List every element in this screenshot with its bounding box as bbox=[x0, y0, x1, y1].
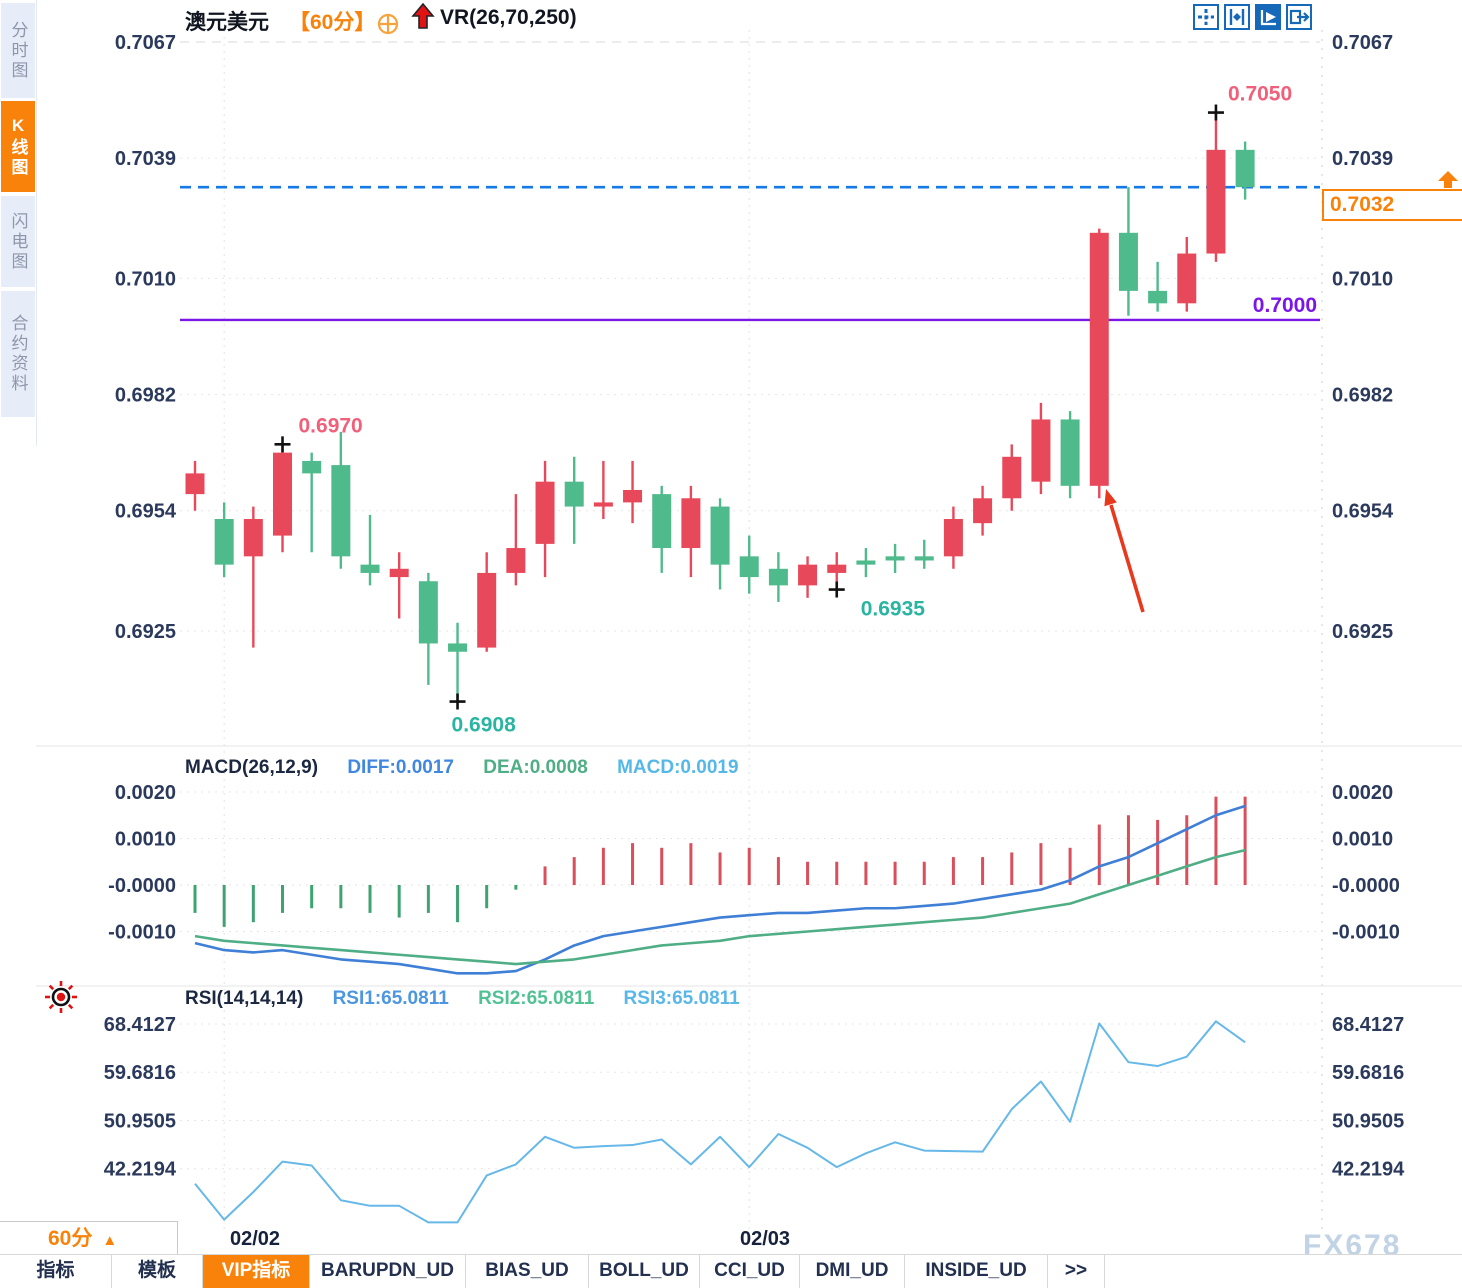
svg-text:0.6935: 0.6935 bbox=[861, 598, 926, 621]
svg-text:42.2194: 42.2194 bbox=[104, 1159, 177, 1181]
svg-text:0.0020: 0.0020 bbox=[1332, 782, 1393, 804]
axis-scale-icon[interactable] bbox=[1224, 4, 1250, 30]
price-up-marker-icon bbox=[1438, 171, 1458, 181]
svg-text:0.6925: 0.6925 bbox=[1332, 621, 1393, 643]
tab-dmi-ud[interactable]: DMI_UD bbox=[800, 1255, 905, 1288]
macd-diff-value: DIFF:0.0017 bbox=[347, 757, 454, 778]
macd-macd-value: MACD:0.0019 bbox=[617, 757, 739, 778]
tab-indicator[interactable]: 指标 bbox=[0, 1255, 112, 1288]
svg-text:0.0020: 0.0020 bbox=[115, 782, 176, 804]
tab-inside-ud[interactable]: INSIDE_UD bbox=[905, 1255, 1048, 1288]
x-axis-date-1: 02/02 bbox=[230, 1228, 281, 1250]
macd-dea-value: DEA:0.0008 bbox=[483, 757, 588, 778]
sidebar-tab-kline[interactable]: K线图 bbox=[1, 101, 35, 192]
svg-text:0.6982: 0.6982 bbox=[1332, 385, 1393, 407]
macd-layer bbox=[193, 796, 1247, 975]
svg-text:0.7039: 0.7039 bbox=[1332, 148, 1393, 170]
grid-layer bbox=[36, 30, 1462, 1232]
svg-text:0.7010: 0.7010 bbox=[1332, 268, 1393, 290]
x-axis-date-2: 02/03 bbox=[740, 1228, 791, 1250]
svg-text:0.0010: 0.0010 bbox=[115, 829, 176, 851]
svg-text:-0.0010: -0.0010 bbox=[108, 922, 176, 944]
svg-text:0.7010: 0.7010 bbox=[115, 268, 176, 290]
candles-layer bbox=[185, 112, 1255, 702]
price-lines: 0.7000 bbox=[180, 185, 1320, 322]
svg-text:50.9505: 50.9505 bbox=[104, 1110, 176, 1132]
svg-text:0.0010: 0.0010 bbox=[1332, 829, 1393, 851]
rsi3-value: RSI3:65.0811 bbox=[623, 988, 740, 1009]
tab-boll-ud[interactable]: BOLL_UD bbox=[589, 1255, 700, 1288]
svg-text:0.6954: 0.6954 bbox=[1332, 501, 1394, 523]
rsi-title: RSI(14,14,14) bbox=[185, 988, 304, 1009]
svg-text:0.6954: 0.6954 bbox=[115, 501, 177, 523]
sidebar-tab-time-chart[interactable]: 分时图 bbox=[1, 3, 35, 98]
tab-cci-ud[interactable]: CCI_UD bbox=[700, 1255, 800, 1288]
svg-text:0.7050: 0.7050 bbox=[1228, 83, 1292, 106]
circle-plus-icon[interactable] bbox=[377, 13, 401, 37]
svg-text:42.2194: 42.2194 bbox=[1332, 1159, 1405, 1181]
svg-text:-0.0000: -0.0000 bbox=[1332, 875, 1400, 897]
rsi-panel-header: RSI(14,14,14) RSI1:65.0811 RSI2:65.0811 … bbox=[185, 988, 764, 1010]
axis-labels: 0.7067 0.7067 0.7039 0.7039 0.7010 0.7010 0.69… bbox=[104, 32, 1405, 1181]
pointer-mode-icon[interactable] bbox=[1255, 4, 1281, 30]
svg-text:0.6970: 0.6970 bbox=[299, 414, 363, 437]
symbol-title: 澳元美元 bbox=[185, 11, 269, 34]
svg-text:50.9505: 50.9505 bbox=[1332, 1110, 1404, 1132]
timeframe-value: 60分 bbox=[48, 1227, 93, 1250]
alert-blink-icon[interactable] bbox=[43, 979, 79, 1015]
macd-title: MACD(26,12,9) bbox=[185, 757, 319, 778]
annotations-layer: 0.6970 0.6908 0.6935 0.7050 bbox=[274, 83, 1292, 737]
indicator-tabbar: 指标 模板 VIP指标 BARUPDN_UD BIAS_UD BOLL_UD C… bbox=[0, 1254, 1462, 1288]
svg-text:68.4127: 68.4127 bbox=[104, 1014, 176, 1036]
svg-text:-0.0010: -0.0010 bbox=[1332, 922, 1400, 944]
exit-view-icon[interactable] bbox=[1286, 4, 1312, 30]
tab-bias-ud[interactable]: BIAS_UD bbox=[466, 1255, 589, 1288]
timeframe-cell[interactable]: 60分 ▲ bbox=[0, 1221, 178, 1256]
svg-text:-0.0000: -0.0000 bbox=[108, 875, 176, 897]
chart-type-sidebar: 分时图 K线图 闪电图 合约资料 bbox=[0, 0, 37, 446]
tab-template[interactable]: 模板 bbox=[112, 1255, 203, 1288]
svg-text:59.6816: 59.6816 bbox=[1332, 1062, 1404, 1084]
sidebar-tab-flash-chart[interactable]: 闪电图 bbox=[1, 196, 35, 287]
svg-text:0.6982: 0.6982 bbox=[115, 385, 176, 407]
svg-text:68.4127: 68.4127 bbox=[1332, 1014, 1404, 1036]
pan-crosshair-icon[interactable] bbox=[1193, 4, 1219, 30]
current-price-tag: 0.7032 bbox=[1322, 189, 1462, 221]
price-up-marker-stem bbox=[1444, 180, 1452, 188]
tab-barupdn-ud[interactable]: BARUPDN_UD bbox=[310, 1255, 466, 1288]
timeframe-up-triangle-icon: ▲ bbox=[102, 1232, 118, 1249]
sidebar-tab-contract-info[interactable]: 合约资料 bbox=[1, 291, 35, 417]
chart-toolbar bbox=[1193, 4, 1312, 30]
svg-text:59.6816: 59.6816 bbox=[104, 1062, 176, 1084]
rsi-layer bbox=[194, 1020, 1246, 1224]
macd-panel-header: MACD(26,12,9) DIFF:0.0017 DEA:0.0008 MAC… bbox=[185, 757, 763, 779]
rsi2-value: RSI2:65.0811 bbox=[478, 988, 595, 1009]
rsi1-value: RSI1:65.0811 bbox=[332, 988, 449, 1009]
svg-text:0.7067: 0.7067 bbox=[1332, 32, 1393, 54]
vr-indicator-label: VR(26,70,250) bbox=[440, 6, 577, 29]
tab-vip-indicator[interactable]: VIP指标 bbox=[203, 1255, 310, 1288]
timeframe-label[interactable]: 【60分】 bbox=[289, 11, 376, 34]
svg-text:0.7067: 0.7067 bbox=[115, 32, 176, 54]
svg-text:0.7000: 0.7000 bbox=[1253, 294, 1317, 317]
svg-text:0.6908: 0.6908 bbox=[452, 714, 517, 737]
svg-text:0.6925: 0.6925 bbox=[115, 621, 176, 643]
up-arrow-icon bbox=[411, 2, 435, 29]
svg-text:0.7039: 0.7039 bbox=[115, 148, 176, 170]
tab-more[interactable]: >> bbox=[1048, 1255, 1105, 1288]
